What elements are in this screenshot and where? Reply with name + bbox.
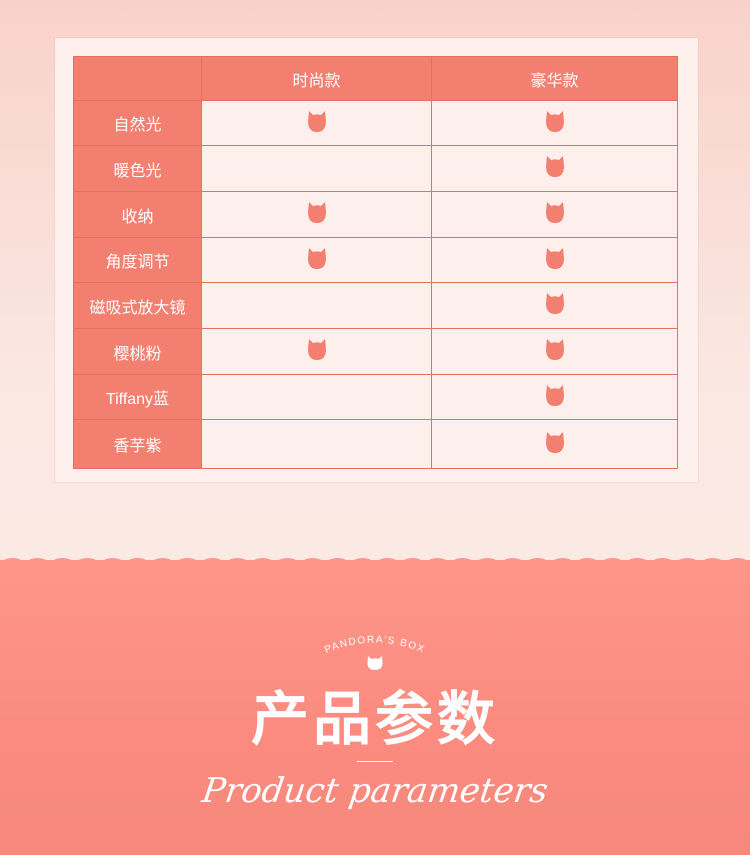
cat-head-icon [307,202,326,223]
cat-head-icon [307,247,326,269]
cat-head-icon [307,339,326,360]
cat-head-icon [545,202,564,223]
brand-arc-text: PANDORA'S BOX [323,634,425,655]
fashion-cell [201,374,432,420]
table-row: Tiffany蓝 [73,374,678,420]
table-row: 樱桃粉 [73,328,678,375]
feature-label: 磁吸式放大镜 [73,282,202,329]
header-corner [73,56,202,101]
table-row: 自然光 [73,100,678,146]
feature-label: 收纳 [73,191,202,238]
table-row: 香芋紫 [73,419,678,469]
feature-label: 樱桃粉 [73,328,202,375]
cat-head-icon [367,656,383,670]
table-row: 磁吸式放大镜 [73,282,678,329]
luxury-cell [431,328,678,375]
header-luxury: 豪华款 [431,56,678,101]
fashion-cell [201,237,432,283]
fashion-cell [201,282,432,329]
cat-head-icon [545,431,564,453]
feature-label: Tiffany蓝 [73,374,202,420]
feature-label: 自然光 [73,100,202,146]
cat-head-icon [545,339,564,360]
title-divider [357,761,393,762]
feature-label: 角度调节 [73,237,202,283]
table-row: 收纳 [73,191,678,238]
luxury-cell [431,237,678,283]
feature-label: 香芋紫 [73,419,202,469]
luxury-cell [431,100,678,146]
fashion-cell [201,419,432,469]
luxury-cell [431,191,678,238]
fashion-cell [201,328,432,375]
cat-head-icon [307,110,326,132]
luxury-cell [431,419,678,469]
bottom-section [0,560,750,855]
luxury-cell [431,282,678,329]
luxury-cell [431,145,678,192]
cat-head-icon [545,156,564,177]
cat-head-icon [545,293,564,314]
feature-label: 暖色光 [73,145,202,192]
table-row: 角度调节 [73,237,678,283]
table-row: 暖色光 [73,145,678,192]
header-fashion: 时尚款 [201,56,432,101]
section-title-en: Product parameters [199,771,551,811]
luxury-cell [431,374,678,420]
table-header-row: 时尚款 豪华款 [73,56,678,101]
cat-head-icon [545,247,564,269]
fashion-cell [201,191,432,238]
cat-head-icon [545,384,564,406]
section-title-cn: 产品参数 [250,687,499,752]
fashion-cell [201,100,432,146]
fashion-cell [201,145,432,192]
cat-head-icon [545,110,564,132]
spec-table: 时尚款 豪华款 自然光 暖色光 收纳 角度调节 磁吸式放大镜 樱桃粉 Tiffany蓝 香芋紫 [73,56,678,469]
